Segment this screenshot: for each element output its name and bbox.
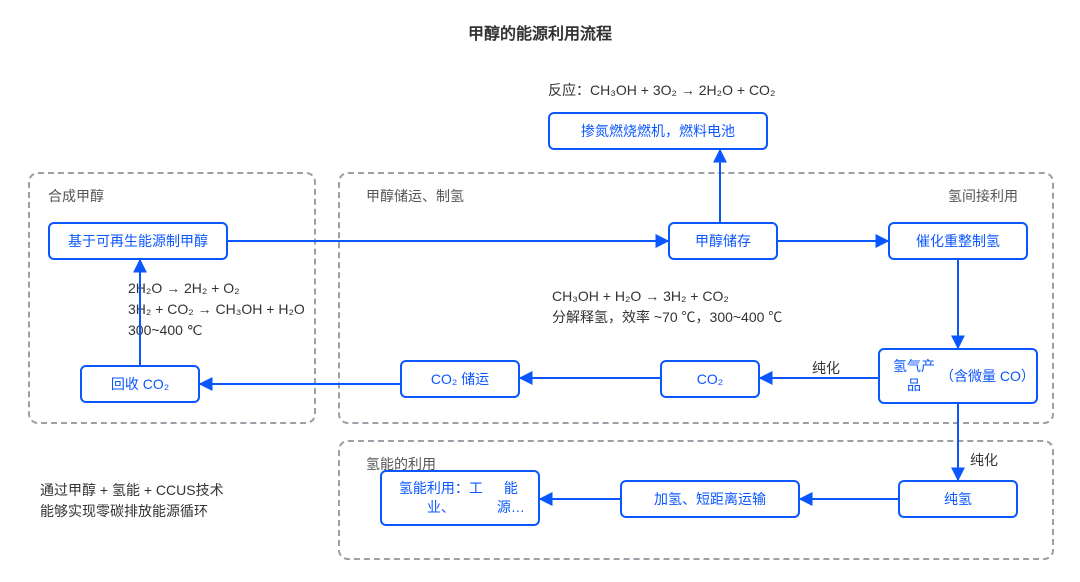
- node-h2use: 氢能利用：工业、能源…: [380, 470, 540, 526]
- node-co2store: CO₂ 储运: [400, 360, 520, 398]
- text-synth-eqs: 2H₂O → 2H₂ + O₂3H₂ + CO₂ → CH₃OH + H₂O30…: [128, 278, 305, 341]
- diagram-stage: 甲醇的能源利用流程 合成甲醇 甲醇储运、制氢 氢间接利用 氢能的利用 基于可再生…: [0, 0, 1080, 582]
- node-storage: 甲醇储存: [668, 222, 778, 260]
- text-summary: 通过甲醇 + 氢能 + CCUS技术能够实现零碳排放能源循环: [40, 480, 224, 522]
- node-recycle: 回收 CO₂: [80, 365, 200, 403]
- text-reform-eqs: CH₃OH + H₂O → 3H₂ + CO₂分解释氢，效率 ~70 ℃，300…: [552, 286, 782, 328]
- node-engine: 掺氮燃烧燃机，燃料电池: [548, 112, 768, 150]
- node-pureh2: 纯氢: [898, 480, 1018, 518]
- group-label-indirect: 氢间接利用: [948, 186, 1018, 206]
- node-h2prod: 氢气产品（含微量 CO）: [878, 348, 1038, 404]
- text-purify1: 纯化: [812, 358, 840, 379]
- text-purify2: 纯化: [970, 450, 998, 471]
- group-label-reform: 甲醇储运、制氢: [366, 186, 464, 206]
- group-label-synth: 合成甲醇: [48, 186, 104, 206]
- diagram-title: 甲醇的能源利用流程: [0, 20, 1080, 44]
- node-renewable: 基于可再生能源制甲醇: [48, 222, 228, 260]
- node-co2: CO₂: [660, 360, 760, 398]
- node-reform: 催化重整制氢: [888, 222, 1028, 260]
- text-reaction-top: 反应：CH₃OH + 3O₂ → 2H₂O + CO₂: [548, 80, 775, 101]
- node-h2short: 加氢、短距离运输: [620, 480, 800, 518]
